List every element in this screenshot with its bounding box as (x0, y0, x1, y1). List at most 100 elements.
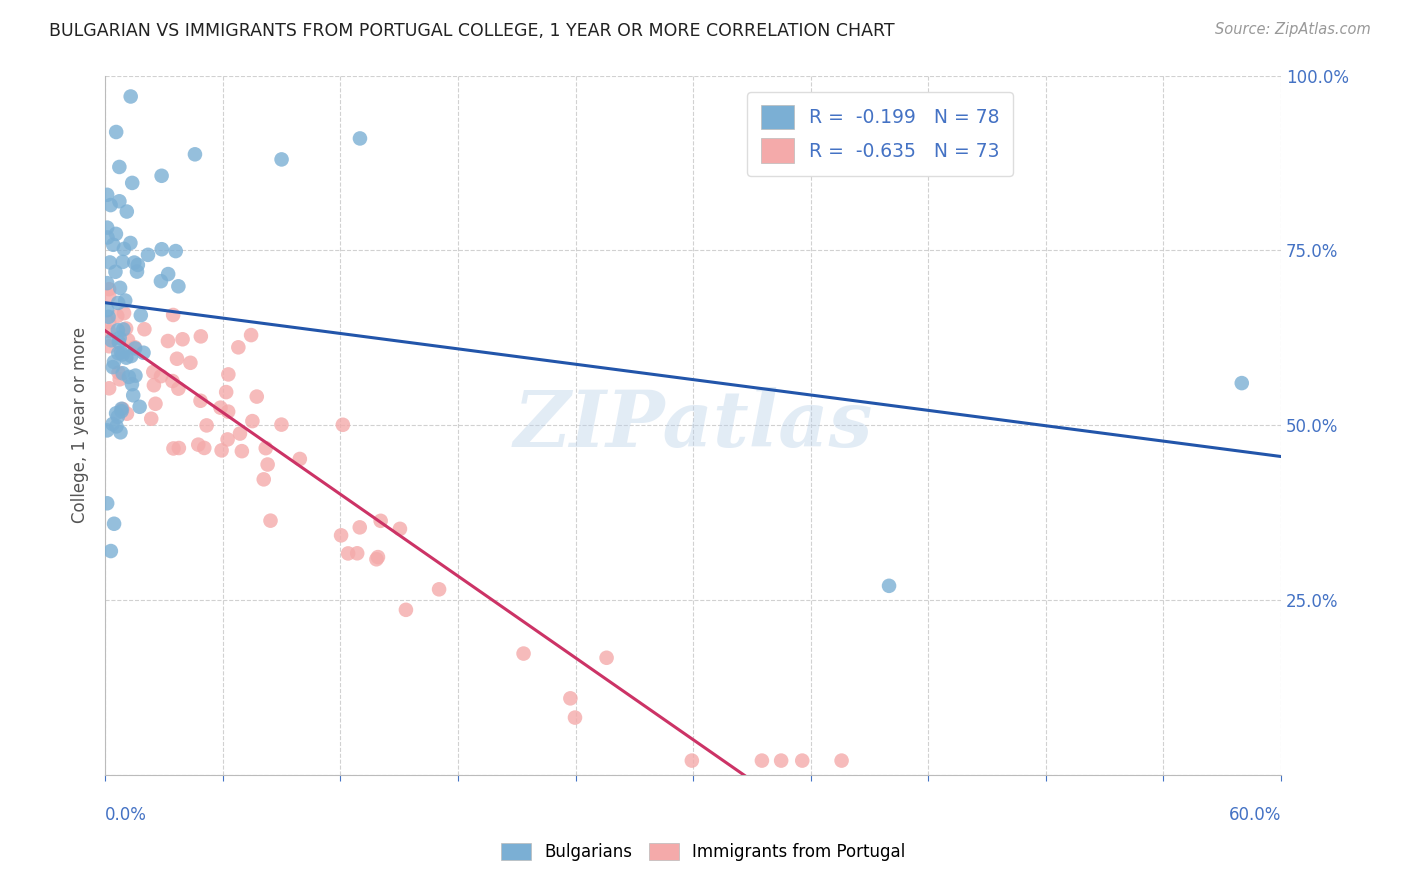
Point (104, 265, 127, 279)
Point (770, 754, 793, 768)
Point (129, 308, 152, 322)
Point (150, 169, 173, 183)
Point (388, 522, 411, 536)
Point (100, 544, 122, 558)
Point (253, 472, 276, 486)
Point (107, 296, 129, 310)
Point (105, 125, 128, 139)
Point (107, 346, 129, 360)
Point (209, 401, 232, 415)
Point (231, 444, 253, 458)
Point (115, 407, 138, 421)
Legend: Bulgarians, Immigrants from Portugal: Bulgarians, Immigrants from Portugal (494, 836, 912, 868)
Point (128, 400, 150, 414)
Point (240, 328, 263, 343)
Text: 60.0%: 60.0% (1229, 806, 1281, 824)
Point (115, 351, 138, 365)
Point (111, 255, 134, 269)
Text: ZIPatlas: ZIPatlas (513, 387, 873, 463)
Point (184, 147, 207, 161)
Point (112, 322, 135, 336)
Point (101, 360, 124, 375)
Point (105, 419, 128, 434)
Point (270, 153, 292, 167)
Point (110, 345, 132, 359)
Point (98, 381, 121, 395)
Point (108, 281, 131, 295)
Point (162, 308, 184, 322)
Point (142, 378, 165, 392)
Point (167, 279, 190, 293)
Point (121, 377, 143, 392)
Point (121, 176, 143, 190)
Point (122, 255, 145, 269)
Point (103, 237, 125, 252)
Point (190, 393, 212, 408)
Point (132, 345, 155, 359)
Point (108, 160, 131, 174)
Point (142, 365, 165, 379)
Point (115, 204, 138, 219)
Point (136, 248, 159, 262)
Point (215, 385, 238, 400)
Point (124, 340, 146, 354)
Point (108, 194, 131, 209)
Point (193, 441, 215, 455)
Point (107, 323, 129, 337)
Point (97, 310, 120, 324)
Point (681, 754, 703, 768)
Point (115, 321, 138, 335)
Point (108, 331, 131, 345)
Point (125, 265, 148, 279)
Point (211, 443, 233, 458)
Point (165, 244, 187, 258)
Point (120, 89, 142, 103)
Point (149, 274, 172, 288)
Point (96, 276, 118, 290)
Text: 0.0%: 0.0% (105, 806, 148, 824)
Point (105, 406, 128, 420)
Point (124, 342, 146, 356)
Point (118, 370, 141, 384)
Point (141, 411, 163, 425)
Point (349, 520, 371, 534)
Point (256, 458, 278, 472)
Point (112, 306, 135, 320)
Point (370, 514, 392, 528)
Point (101, 417, 124, 431)
Point (254, 441, 277, 455)
Point (367, 550, 389, 565)
Point (100, 333, 122, 347)
Point (98, 324, 121, 338)
Point (427, 582, 450, 597)
Point (122, 388, 145, 402)
Point (172, 332, 194, 346)
Point (150, 242, 173, 256)
Point (134, 322, 156, 336)
Point (98, 289, 121, 303)
Point (395, 603, 418, 617)
Point (98, 282, 121, 296)
Point (288, 452, 311, 467)
Point (564, 710, 586, 724)
Point (166, 351, 188, 366)
Point (246, 390, 269, 404)
Point (104, 227, 127, 241)
Point (105, 309, 128, 323)
Point (242, 414, 264, 428)
Point (156, 334, 179, 348)
Point (792, 754, 814, 768)
Point (110, 425, 132, 440)
Point (366, 552, 388, 566)
Point (127, 258, 149, 272)
Point (111, 366, 134, 380)
Point (112, 242, 135, 256)
Point (187, 437, 209, 451)
Point (96, 303, 118, 318)
Point (217, 404, 239, 418)
Point (229, 426, 252, 441)
Point (117, 333, 139, 347)
Point (1230, 376, 1253, 390)
Point (150, 369, 173, 384)
Point (114, 293, 136, 308)
